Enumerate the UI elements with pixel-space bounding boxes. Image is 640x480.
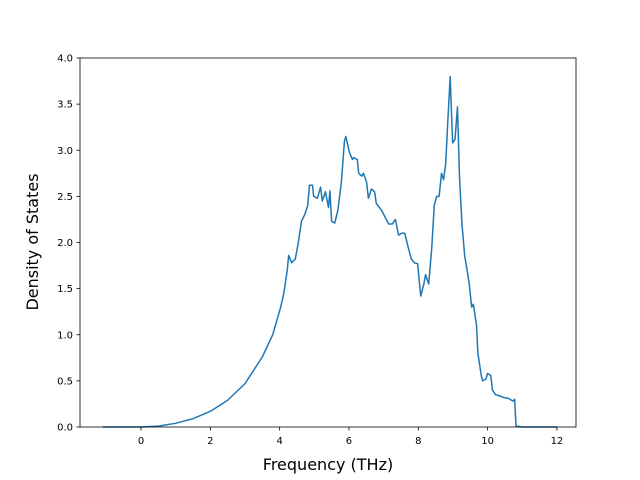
y-tick-label: 2.5	[57, 192, 73, 203]
y-tick-label: 0.0	[57, 423, 73, 434]
x-tick-label: 6	[346, 436, 352, 447]
x-tick-label: 4	[276, 436, 282, 447]
x-tick-label: 12	[551, 436, 564, 447]
y-tick-label: 0.5	[57, 376, 73, 387]
y-tick-label: 1.5	[57, 284, 73, 295]
x-tick-label: 0	[138, 436, 144, 447]
y-axis-label: Density of States	[23, 173, 42, 310]
x-tick-label: 8	[415, 436, 421, 447]
plot-frame	[79, 57, 577, 428]
x-tick-label: 10	[481, 436, 494, 447]
y-tick-label: 3.5	[57, 100, 73, 111]
y-tick-label: 1.0	[57, 330, 73, 341]
data-line	[102, 75, 557, 428]
y-tick-label: 3.0	[57, 146, 73, 157]
y-tick-label: 4.0	[57, 54, 73, 65]
x-tick-label: 2	[207, 436, 213, 447]
x-axis-label: Frequency (THz)	[263, 455, 393, 474]
y-tick-label: 2.0	[57, 238, 73, 249]
